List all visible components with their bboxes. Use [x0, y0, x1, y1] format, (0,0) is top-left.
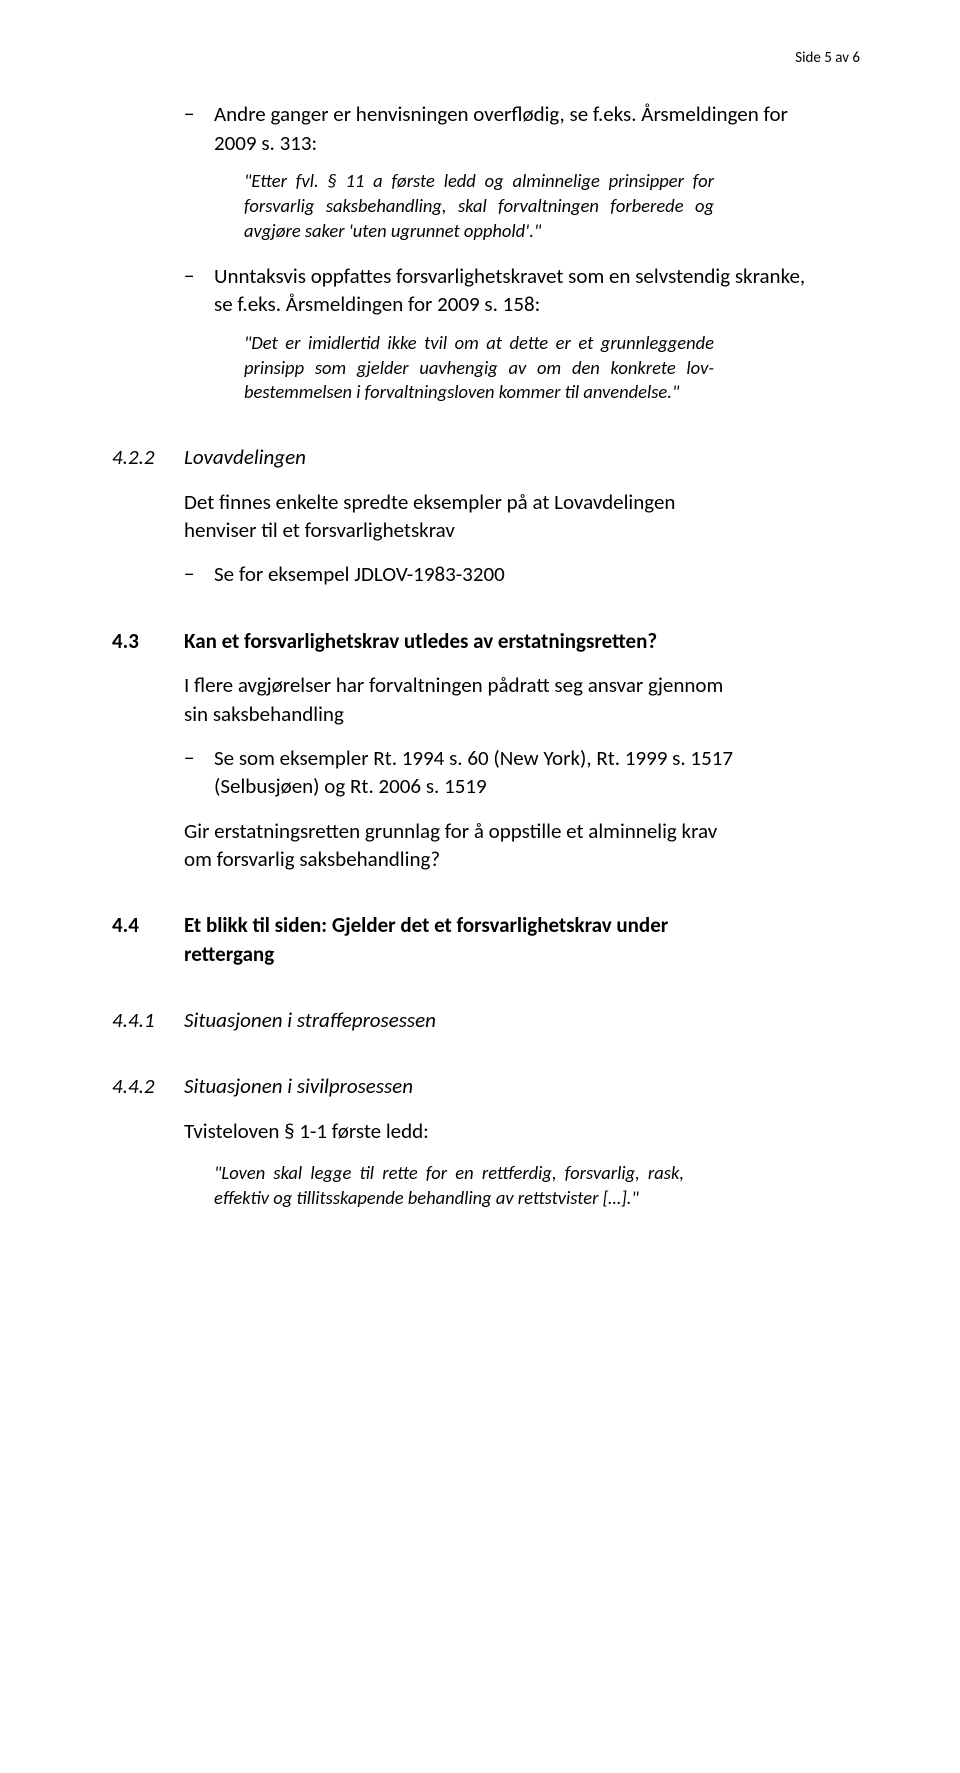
paragraph: Det finnes enkelte spredte eksempler på …: [184, 488, 744, 545]
list-item-text: Andre ganger er henvisningen overflødig,…: [214, 100, 820, 157]
list-item: Andre ganger er henvisningen overflødig,…: [184, 100, 820, 244]
heading-text: Situasjonen i sivilprosessen: [184, 1072, 413, 1100]
list-item-text: Se som eksempler Rt. 1994 s. 60 (New Yor…: [214, 745, 733, 799]
heading-text: Lovavdelingen: [184, 443, 306, 471]
heading-number: 4.4: [112, 911, 184, 968]
list-item: Se for eksempel JDLOV-1983-3200: [184, 560, 820, 588]
intro-list: Andre ganger er henvisningen overflødig,…: [184, 100, 820, 405]
heading-4-3: 4.3 Kan et forsvarlighetskrav utledes av…: [112, 627, 820, 655]
list-item-text: Unntaksvis oppfattes forsvarlighetskrave…: [214, 262, 820, 319]
heading-text: Situasjonen i straffeprosessen: [184, 1006, 436, 1034]
heading-4-4: 4.4 Et blikk til siden: Gjelder det et f…: [112, 911, 820, 968]
page-number: Side 5 av 6: [112, 48, 860, 68]
paragraph: Gir erstatningsretten grunnlag for å opp…: [184, 817, 744, 874]
blockquote: "Det er imidlertid ikke tvil om at dette…: [244, 331, 714, 406]
list-item: Se som eksempler Rt. 1994 s. 60 (New Yor…: [184, 744, 820, 801]
list-4-3: Se som eksempler Rt. 1994 s. 60 (New Yor…: [184, 744, 820, 801]
paragraph: Tvisteloven § 1-1 første ledd:: [184, 1117, 744, 1145]
heading-4-2-2: 4.2.2 Lovavdelingen: [112, 443, 820, 471]
heading-number: 4.4.2: [112, 1072, 184, 1100]
list-item: Unntaksvis oppfattes forsvarlighetskrave…: [184, 262, 820, 406]
blockquote: "Loven skal legge til rette for en rettf…: [214, 1161, 684, 1211]
heading-4-4-1: 4.4.1 Situasjonen i straffeprosessen: [112, 1006, 820, 1034]
list-4-2-2: Se for eksempel JDLOV-1983-3200: [184, 560, 820, 588]
heading-4-4-2: 4.4.2 Situasjonen i sivilprosessen: [112, 1072, 820, 1100]
heading-text: Et blikk til siden: Gjelder det et forsv…: [184, 911, 714, 968]
heading-number: 4.2.2: [112, 443, 184, 471]
blockquote: "Etter fvl. § 11 a første ledd og alminn…: [244, 169, 714, 244]
list-item-text: Se for eksempel JDLOV-1983-3200: [214, 561, 505, 587]
paragraph: I flere avgjørelser har forvaltningen på…: [184, 671, 744, 728]
heading-number: 4.4.1: [112, 1006, 184, 1034]
heading-text: Kan et forsvarlighetskrav utledes av ers…: [184, 627, 657, 655]
heading-number: 4.3: [112, 627, 184, 655]
